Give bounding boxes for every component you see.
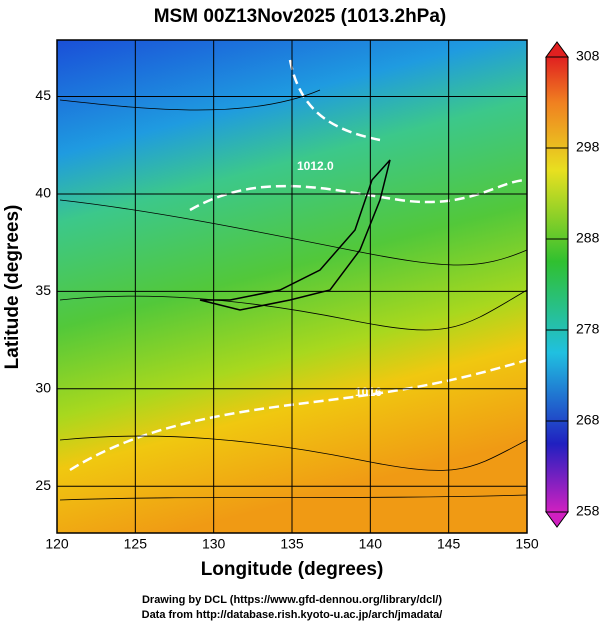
y-tick-label: 35 — [35, 282, 51, 298]
coastline — [199, 159, 391, 311]
title: MSM 00Z13Nov2025 (1013.2hPa) — [154, 6, 447, 27]
x-tick-label: 140 — [359, 536, 383, 552]
colorbar-max-arrow — [545, 41, 569, 58]
colorbar-tick-label: 278 — [576, 321, 599, 337]
y-tick-label: 30 — [35, 380, 51, 396]
contour-label: 1012.0 — [297, 159, 334, 173]
colorbar-tick-label: 258 — [576, 503, 599, 519]
x-tick-label: 130 — [202, 536, 226, 552]
x-tick-label: 120 — [45, 536, 69, 552]
x-axis-label: Longitude (degrees) — [201, 559, 384, 580]
colorbar-tick-label: 288 — [576, 230, 599, 246]
x-tick-label: 125 — [124, 536, 148, 552]
isobars — [69, 59, 528, 472]
y-axis-label: Latitude (degrees) — [2, 205, 23, 370]
y-tick-label: 45 — [35, 87, 51, 103]
y-tick-label: 40 — [35, 185, 51, 201]
x-tick-label: 150 — [515, 536, 539, 552]
colorbar-min-arrow — [545, 511, 569, 528]
contour-label: 1016 — [355, 385, 382, 399]
x-tick-label: 135 — [280, 536, 304, 552]
credit: Drawing by DCL (https://www.gfd-dennou.o… — [142, 594, 442, 606]
y-tick-label: 25 — [35, 477, 51, 493]
colorbar-tick-label: 298 — [576, 139, 599, 155]
colorbar-tick-label: 268 — [576, 412, 599, 428]
credit: Data from http://database.rish.kyoto-u.a… — [142, 609, 443, 621]
colorbar — [545, 56, 569, 513]
colorbar-tick-label: 308 — [576, 48, 599, 64]
x-tick-label: 145 — [437, 536, 461, 552]
